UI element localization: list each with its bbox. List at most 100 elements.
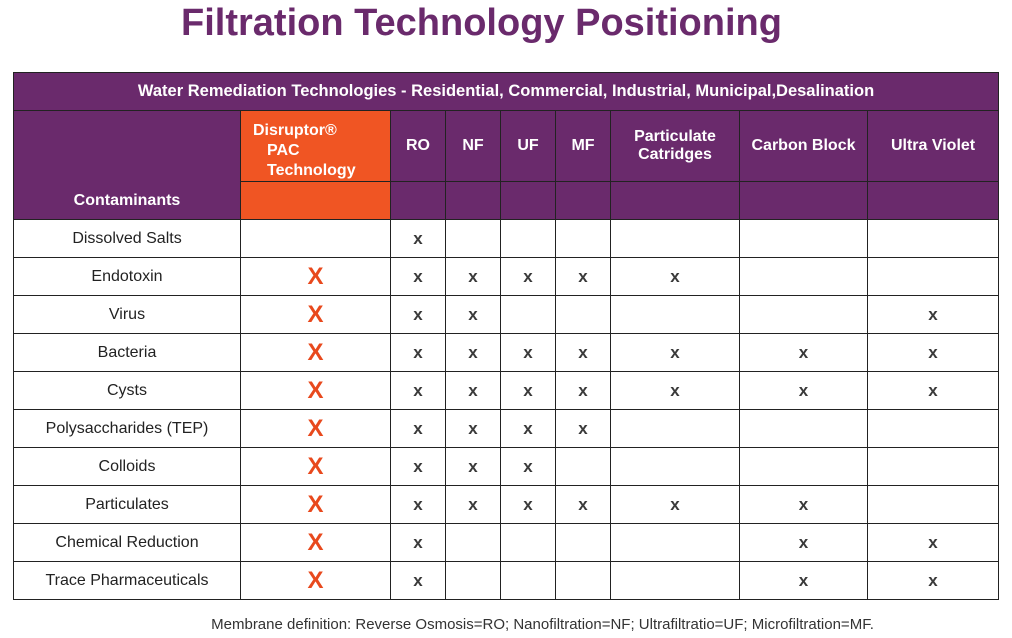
- contaminant-name: Trace Pharmaceuticals: [13, 561, 241, 600]
- contaminant-name: Bacteria: [13, 333, 241, 372]
- disruptor-header-line3: Technology: [267, 162, 356, 179]
- cell-particulate-mark: [610, 295, 740, 334]
- cell-pac-mark: [240, 219, 391, 258]
- header-spacer: [739, 181, 868, 220]
- contaminant-name: Chemical Reduction: [13, 523, 241, 562]
- contaminant-name: Endotoxin: [13, 257, 241, 296]
- cell-uf-mark: x: [500, 409, 556, 448]
- contaminant-name: Colloids: [13, 447, 241, 486]
- cell-uf-mark: [500, 295, 556, 334]
- cell-ro-mark: x: [390, 257, 446, 296]
- cell-particulate-mark: [610, 447, 740, 486]
- cell-mf-mark: x: [555, 371, 611, 410]
- cell-pac-mark: X: [240, 561, 391, 600]
- header-spacer: [500, 181, 556, 220]
- cell-uf-mark: x: [500, 371, 556, 410]
- cell-ro-mark: x: [390, 219, 446, 258]
- cell-uv-mark: [866, 485, 1000, 524]
- cell-pac-mark: X: [240, 295, 391, 334]
- table-row: Dissolved Salts x: [13, 219, 1000, 258]
- cell-carbon-mark: [739, 409, 868, 448]
- cell-uv-mark: x: [866, 333, 1000, 372]
- cell-nf-mark: [445, 219, 501, 258]
- cell-ro-mark: x: [390, 447, 446, 486]
- contaminant-name: Polysaccharides (TEP): [13, 409, 241, 448]
- cell-uv-mark: [866, 447, 1000, 486]
- contaminant-name: Cysts: [13, 371, 241, 410]
- cell-ro-mark: x: [390, 561, 446, 600]
- disruptor-header-stub: [240, 181, 391, 220]
- cell-particulate-mark: [610, 219, 740, 258]
- cell-uf-mark: x: [500, 447, 556, 486]
- column-header-particulate: Particulate Catridges: [610, 110, 740, 182]
- contaminant-name: Virus: [13, 295, 241, 334]
- header-spacer: [555, 181, 611, 220]
- cell-ro-mark: x: [390, 371, 446, 410]
- cell-particulate-mark: x: [610, 257, 740, 296]
- cell-carbon-mark: [739, 257, 868, 296]
- cell-particulate-mark: x: [610, 371, 740, 410]
- cell-ro-mark: x: [390, 295, 446, 334]
- cell-nf-mark: [445, 561, 501, 600]
- cell-pac-mark: X: [240, 447, 391, 486]
- cell-nf-mark: x: [445, 333, 501, 372]
- cell-uf-mark: [500, 561, 556, 600]
- table-banner: Water Remediation Technologies - Residen…: [12, 72, 1000, 111]
- cell-mf-mark: x: [555, 485, 611, 524]
- header-spacer: [390, 181, 446, 220]
- column-header-ro: RO: [390, 110, 446, 182]
- cell-carbon-mark: [739, 295, 868, 334]
- cell-uv-mark: x: [866, 561, 1000, 600]
- header-spacer: [610, 181, 740, 220]
- contaminant-name: Particulates: [13, 485, 241, 524]
- cell-particulate-mark: [610, 409, 740, 448]
- cell-mf-mark: [555, 523, 611, 562]
- disruptor-header-line2: PAC: [267, 142, 300, 159]
- header-spacer: [866, 181, 1000, 220]
- cell-particulate-mark: x: [610, 485, 740, 524]
- cell-uf-mark: [500, 219, 556, 258]
- cell-particulate-mark: [610, 523, 740, 562]
- cell-uv-mark: x: [866, 371, 1000, 410]
- cell-pac-mark: X: [240, 333, 391, 372]
- cell-pac-mark: X: [240, 409, 391, 448]
- cell-mf-mark: x: [555, 409, 611, 448]
- page-title: Filtration Technology Positioning: [181, 2, 782, 44]
- cell-particulate-mark: x: [610, 333, 740, 372]
- cell-carbon-mark: [739, 447, 868, 486]
- column-header-mf: MF: [555, 110, 611, 182]
- cell-uf-mark: [500, 523, 556, 562]
- cell-pac-mark: X: [240, 257, 391, 296]
- cell-mf-mark: x: [555, 333, 611, 372]
- cell-mf-mark: x: [555, 257, 611, 296]
- cell-nf-mark: x: [445, 257, 501, 296]
- column-header-carbon-block: Carbon Block: [739, 110, 868, 182]
- contaminants-header: Contaminants: [13, 110, 241, 220]
- technology-table: Water Remediation Technologies - Residen…: [12, 72, 1000, 600]
- cell-uf-mark: x: [500, 257, 556, 296]
- cell-pac-mark: X: [240, 523, 391, 562]
- cell-nf-mark: x: [445, 485, 501, 524]
- cell-carbon-mark: x: [739, 523, 868, 562]
- column-header-ultra-violet: Ultra Violet: [866, 110, 1000, 182]
- cell-carbon-mark: x: [739, 333, 868, 372]
- cell-nf-mark: x: [445, 447, 501, 486]
- header-spacer: [445, 181, 501, 220]
- cell-ro-mark: x: [390, 485, 446, 524]
- cell-carbon-mark: x: [739, 561, 868, 600]
- cell-nf-mark: x: [445, 295, 501, 334]
- cell-nf-mark: x: [445, 409, 501, 448]
- cell-uv-mark: x: [866, 295, 1000, 334]
- column-header-uf: UF: [500, 110, 556, 182]
- cell-ro-mark: x: [390, 333, 446, 372]
- cell-carbon-mark: x: [739, 485, 868, 524]
- cell-ro-mark: x: [390, 523, 446, 562]
